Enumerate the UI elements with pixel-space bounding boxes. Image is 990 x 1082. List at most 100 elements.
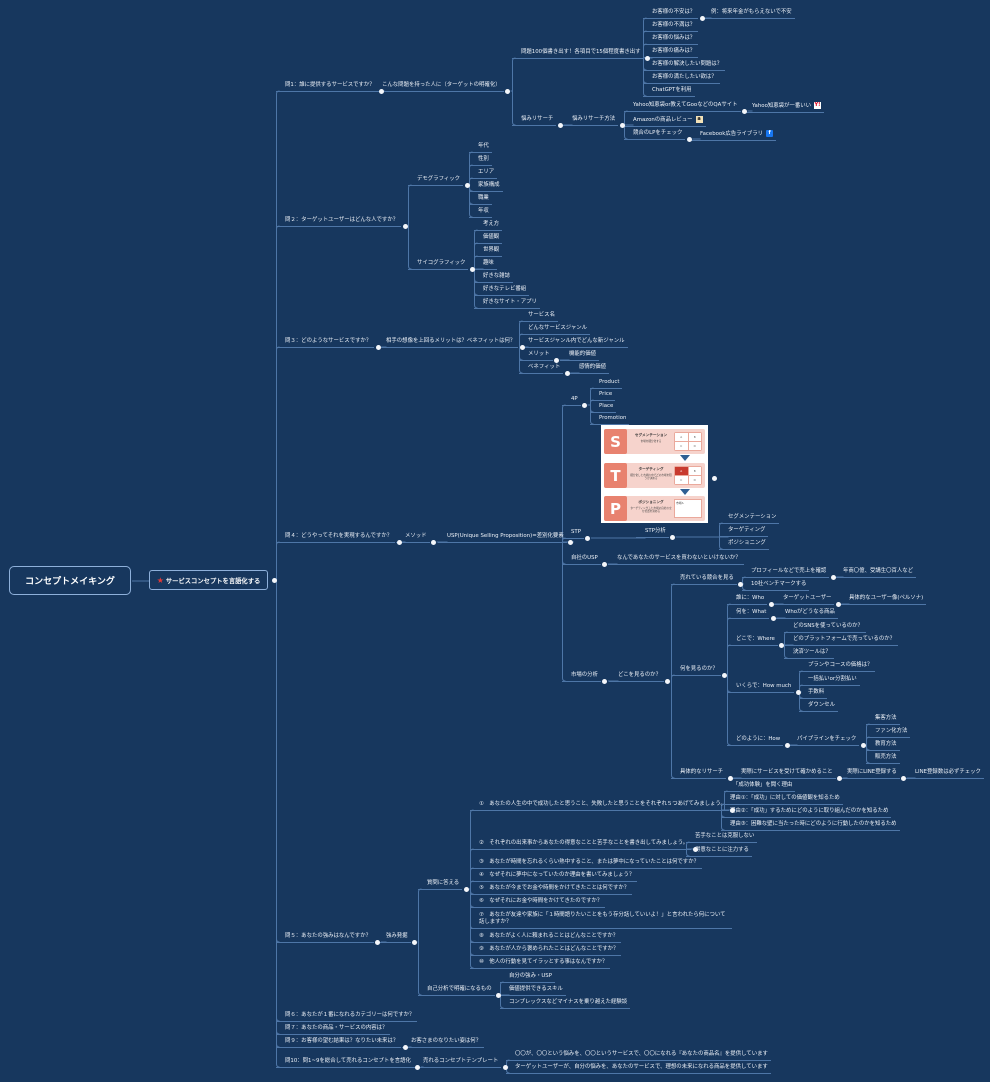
mindmap-topic[interactable]: 競合のLPをチェック (624, 130, 686, 140)
mindmap-topic[interactable]: ③ あなたが時間を忘れるくらい熱中すること、または夢中になっていたことは何ですか… (470, 859, 702, 869)
mindmap-topic[interactable]: どんなサービスジャンル (519, 325, 591, 335)
collapse-toggle[interactable] (568, 539, 574, 545)
mindmap-topic[interactable]: ② それぞれの出来事からあなたの得意なことと苦手なことを書き出してみましょう。 (470, 840, 692, 850)
mindmap-topic[interactable]: 理由②：「成功」するためにどのように取り組んだのかを知るため (721, 808, 892, 818)
collapse-toggle[interactable] (463, 886, 469, 892)
mindmap-topic[interactable]: 10社ベンチマークする (742, 581, 810, 591)
mindmap-topic[interactable]: どのプラットフォームで売っているのか？ (784, 636, 898, 646)
mindmap-topic[interactable]: ターゲットユーザー (774, 595, 835, 605)
mindmap-topic[interactable]: ④ なぜそれに夢中になっていたのか理由を書いてみましょう？ (470, 872, 638, 882)
collapse-toggle[interactable] (585, 535, 591, 541)
mindmap-topic[interactable]: Yahoo知恵袋が一番いい Y! (743, 101, 824, 113)
mindmap-topic[interactable]: メソッド (396, 533, 430, 543)
collapse-toggle[interactable] (712, 476, 717, 481)
collapse-toggle[interactable] (375, 939, 381, 945)
collapse-toggle[interactable] (686, 136, 692, 142)
mindmap-topic[interactable]: 実際にLINE登録する (838, 769, 900, 779)
mindmap-topic[interactable]: Yahoo知恵袋or教えてGooなどのQAサイト (624, 102, 741, 112)
mindmap-topic[interactable]: 年収 (469, 208, 492, 218)
mindmap-topic[interactable]: 自社のUSP (562, 555, 601, 565)
mindmap-topic[interactable]: お客様の不満は？ (643, 22, 699, 32)
mindmap-topic[interactable]: Facebook広告ライブラリ f (691, 129, 777, 141)
mindmap-topic[interactable]: 〇〇が、〇〇という悩みを、〇〇というサービスで、〇〇になれる『あなたの商品名』を… (506, 1051, 771, 1061)
mindmap-topic[interactable]: 悩みリサーチ (512, 116, 557, 126)
mindmap-topic[interactable]: 趣味 (474, 260, 497, 270)
collapse-toggle[interactable] (779, 642, 785, 648)
mindmap-topic[interactable]: 問２：ターゲットユーザーはどんな人ですか？ (276, 217, 402, 227)
collapse-toggle[interactable] (602, 561, 608, 567)
collapse-toggle[interactable] (431, 539, 437, 545)
mindmap-topic[interactable]: いくらで：How much (727, 683, 795, 693)
mindmap-topic[interactable]: お客様の不安は？ (643, 9, 699, 19)
mindmap-topic[interactable]: Whoがどうなる商品 (776, 609, 838, 619)
mindmap-topic[interactable]: お客様の悩みは？ (643, 35, 699, 45)
collapse-toggle[interactable] (496, 992, 502, 998)
mindmap-topic[interactable]: 実際にサービスを受けて確かめること (732, 769, 836, 779)
mindmap-topic[interactable]: 誰に：Who (727, 595, 768, 605)
mindmap-topic[interactable]: 問６：あなたが１番になれるカテゴリーは何ですか？ (276, 1012, 418, 1022)
collapse-toggle[interactable] (375, 344, 381, 350)
mindmap-topic[interactable]: 悩みリサーチ方法 (563, 116, 619, 126)
mindmap-topic[interactable]: 売れている競合を見る (671, 575, 737, 585)
mindmap-topic[interactable]: 自分の強み・USP (500, 973, 555, 983)
collapse-toggle[interactable] (665, 678, 671, 684)
mindmap-topic[interactable]: お客様の満たしたい欲は？ (643, 74, 720, 84)
collapse-toggle[interactable] (271, 577, 277, 583)
mindmap-topic[interactable]: こんな問題を持った人に（ターゲットの明確化） (373, 82, 504, 92)
mindmap-topic[interactable]: 自己分析で明確になるもの (418, 986, 495, 996)
mindmap-topic[interactable]: 機能的価値 (560, 351, 599, 361)
collapse-toggle[interactable] (722, 672, 728, 678)
collapse-toggle[interactable] (742, 108, 748, 114)
mindmap-topic[interactable]: 市場の分析 (562, 672, 601, 682)
mindmap-topic[interactable]: 感情的価値 (570, 364, 609, 374)
mindmap-topic[interactable]: セグメンテーション (719, 514, 780, 524)
collapse-toggle[interactable] (464, 182, 470, 188)
mindmap-topic[interactable]: ベネフィット (519, 364, 564, 374)
mindmap-topic[interactable]: 性別 (469, 156, 492, 166)
mindmap-topic[interactable]: パイプラインをチェック (788, 736, 860, 746)
collapse-toggle[interactable] (795, 689, 801, 695)
mindmap-topic[interactable]: どのように：How (727, 736, 784, 746)
collapse-toggle[interactable] (768, 601, 774, 607)
mindmap-topic[interactable]: お客さまのなりたい姿は何？ (402, 1038, 485, 1048)
mindmap-topic[interactable]: 質問に答える (418, 880, 463, 890)
mindmap-topic[interactable]: 問９：お客様の望む結果は？なりたい未来は？ (276, 1038, 402, 1048)
mindmap-topic[interactable]: サービス名 (519, 312, 558, 322)
mindmap-topic[interactable]: ターゲティング (719, 527, 769, 537)
collapse-toggle[interactable] (692, 846, 698, 852)
mindmap-topic[interactable]: Place (590, 403, 617, 413)
collapse-toggle[interactable] (396, 539, 402, 545)
mindmap-topic[interactable]: どこを見るのか？ (609, 672, 664, 682)
mindmap-topic[interactable]: なんであなたのサービスを買わないといけないか？ (608, 555, 744, 565)
collapse-toggle[interactable] (619, 122, 625, 128)
mindmap-topic[interactable]: ファン化方法 (866, 728, 911, 738)
collapse-toggle[interactable] (837, 775, 843, 781)
mindmap-topic[interactable]: Price (590, 391, 616, 401)
mindmap-topic[interactable]: 理由③：困難な壁に当たった時にどのように行動したのかを知るため (721, 821, 900, 831)
mindmap-topic[interactable]: 何を見るのか？ (671, 666, 721, 676)
mindmap-topic[interactable]: どのSNSを使っているのか？ (784, 623, 866, 633)
mindmap-topic[interactable]: 教育方法 (866, 741, 900, 751)
mindmap-topic[interactable]: ⑥ なぜそれにお金や時間をかけてきたのですか？ (470, 898, 606, 908)
collapse-toggle[interactable] (738, 581, 744, 587)
collapse-toggle[interactable] (901, 775, 907, 781)
mindmap-topic[interactable]: USP(Unique Selling Proposition)=差別化要素 (438, 533, 567, 543)
mindmap-topic[interactable]: お客様の痛みは？ (643, 48, 699, 58)
collapse-toggle[interactable] (645, 55, 651, 61)
mindmap-topic[interactable]: 考え方 (474, 221, 503, 231)
mindmap-topic[interactable]: 問題100個書き出す！各項目で15個程度書き出す (512, 49, 644, 59)
collapse-toggle[interactable] (602, 678, 608, 684)
mindmap-topic[interactable]: 苦手なことは克服しない (686, 833, 758, 843)
mindmap-topic[interactable]: ChatGPTを利用 (643, 87, 695, 97)
mindmap-topic[interactable]: 職業 (469, 195, 492, 205)
mindmap-topic[interactable]: 得意なことに注力する (686, 847, 752, 857)
mindmap-topic[interactable]: 具体的なユーザー像(ペルソナ) (840, 595, 927, 605)
mindmap-topic[interactable]: 決済ツールは？ (784, 649, 834, 659)
mindmap-topic[interactable]: 問４：どうやってそれを実現するんですか？ (276, 533, 396, 543)
mindmap-topic[interactable]: 理由①：「成功」に対しての価値観を知るため (721, 795, 843, 805)
mindmap-topic[interactable]: ポジショニング (719, 540, 769, 550)
mindmap-topic[interactable]: 好きな雑誌 (474, 273, 513, 283)
mindmap-topic[interactable]: 具体的なリサーチ (671, 769, 727, 779)
mindmap-topic[interactable]: サービスジャンル内でどんな新ジャンル (519, 338, 628, 348)
mindmap-topic[interactable]: コンプレックスなどマイナスを乗り越えた経験談 (500, 999, 631, 1009)
